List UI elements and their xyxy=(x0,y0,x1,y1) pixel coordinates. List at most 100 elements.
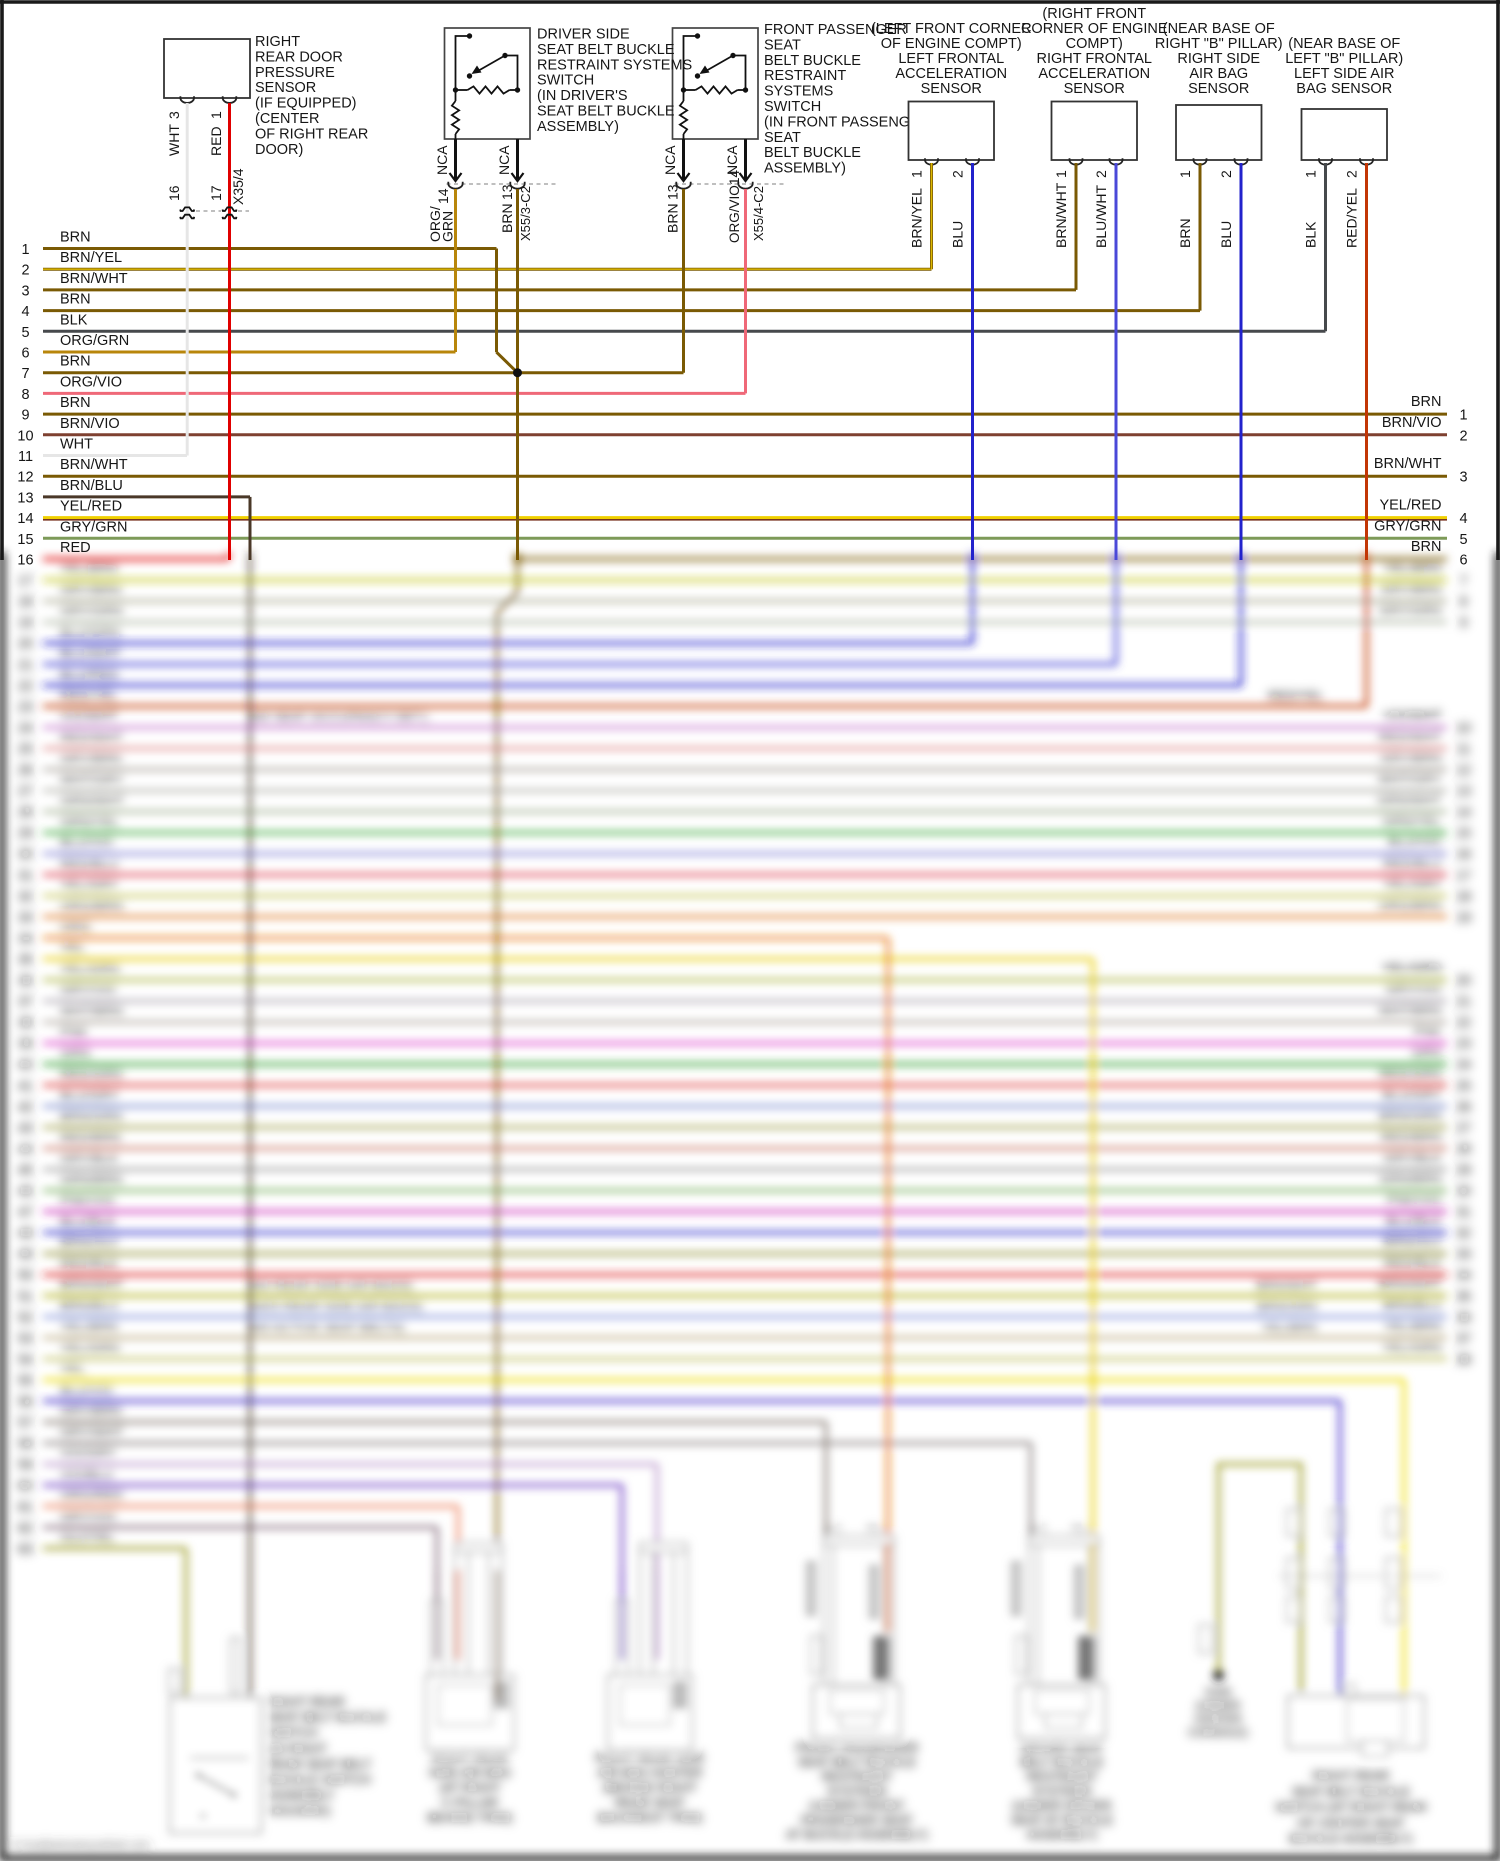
svg-text:ORG/RED: ORG/RED xyxy=(60,1488,123,1503)
svg-text:25: 25 xyxy=(1456,1078,1471,1093)
svg-text:ORG: ORG xyxy=(60,919,91,934)
svg-text:46: 46 xyxy=(18,1184,33,1199)
svg-text:BELT BUCKLE: BELT BUCKLE xyxy=(764,145,861,161)
svg-text:OF CENTER SEAT: OF CENTER SEAT xyxy=(1297,1816,1405,1830)
svg-text:63: 63 xyxy=(18,1541,33,1556)
svg-text:RESTRAINT SYSTEMS: RESTRAINT SYSTEMS xyxy=(537,57,692,73)
svg-text:(AT RIGHT: (AT RIGHT xyxy=(439,1781,501,1795)
svg-text:19: 19 xyxy=(18,615,33,630)
svg-text:BRN: BRN xyxy=(60,230,91,246)
svg-text:YEL: YEL xyxy=(60,1361,86,1376)
svg-text:BRN/YEL: BRN/YEL xyxy=(60,250,122,266)
svg-text:11: 11 xyxy=(18,449,33,465)
svg-text:GRY/BRN: GRY/BRN xyxy=(60,751,121,766)
svg-text:YEL/RED: YEL/RED xyxy=(1379,498,1441,514)
svg-text:2 1: 2 1 xyxy=(826,1524,841,1536)
svg-text:SEAT AT BUCKLE: SEAT AT BUCKLE xyxy=(1011,1814,1114,1828)
svg-text:RIGHT SIDE: RIGHT SIDE xyxy=(1177,51,1260,67)
svg-text:GRN: GRN xyxy=(60,1046,90,1061)
svg-text:LEFT FRONTAL: LEFT FRONTAL xyxy=(898,51,1004,67)
svg-text:VIO/BLU: VIO/BLU xyxy=(60,1467,113,1482)
svg-text:BRN: BRN xyxy=(60,354,91,370)
svg-text:BRN/BLU: BRN/BLU xyxy=(60,1298,119,1313)
svg-text:YEL/BRN: YEL/BRN xyxy=(60,562,118,577)
svg-text:5: 5 xyxy=(1459,532,1467,548)
svg-text:29: 29 xyxy=(1456,1162,1471,1177)
svg-text:BRN: BRN xyxy=(1411,539,1442,555)
svg-text:(UNDER FRONT: (UNDER FRONT xyxy=(809,1799,904,1813)
svg-text:BLU: BLU xyxy=(1218,221,1234,248)
svg-text:CORNER OF ENGINE: CORNER OF ENGINE xyxy=(1021,21,1168,37)
svg-text:SWITCH: SWITCH xyxy=(764,99,821,115)
svg-text:YEL/GRY: YEL/GRY xyxy=(1383,877,1441,892)
svg-text:YEL/BRN: YEL/BRN xyxy=(1261,1320,1317,1335)
svg-text:RED: RED xyxy=(60,540,91,556)
svg-text:YEL/RED: YEL/RED xyxy=(60,499,122,515)
svg-text:(W/ SEAT OCCUPANCY DET.): (W/ SEAT OCCUPANCY DET.) xyxy=(250,709,428,724)
svg-text:56: 56 xyxy=(18,1394,33,1409)
svg-text:9: 9 xyxy=(21,408,29,424)
svg-text:GRY/BRN: GRY/BRN xyxy=(60,1404,121,1419)
svg-text:1: 1 xyxy=(1053,170,1069,178)
svg-text:FRONT PASSENGER: FRONT PASSENGER xyxy=(795,1741,918,1755)
svg-text:WHT/GRY: WHT/GRY xyxy=(1378,772,1442,787)
svg-text:22: 22 xyxy=(18,678,33,693)
svg-text:BRN/VIO: BRN/VIO xyxy=(1382,415,1442,431)
svg-text:YEL/GRN: YEL/GRN xyxy=(1382,1340,1441,1355)
svg-text:7: 7 xyxy=(21,366,29,382)
svg-text:GRN/BRN: GRN/BRN xyxy=(60,1172,122,1187)
svg-text:28: 28 xyxy=(1456,1141,1471,1156)
svg-text:RIGHT: RIGHT xyxy=(255,34,300,50)
svg-text:(BEHIND RIGHT: (BEHIND RIGHT xyxy=(603,1781,697,1795)
svg-text:4: 4 xyxy=(21,304,29,320)
svg-text:GRY/WHT: GRY/WHT xyxy=(60,1425,124,1440)
svg-text:SYSTEMS: SYSTEMS xyxy=(1032,1785,1092,1799)
svg-text:GRY/BRN: GRY/BRN xyxy=(1380,751,1441,766)
svg-text:26: 26 xyxy=(18,763,33,778)
svg-text:RESTRAINT: RESTRAINT xyxy=(764,68,846,84)
svg-text:CONSOLE): CONSOLE) xyxy=(1188,1728,1248,1740)
svg-text:REAR SEAT BELT: REAR SEAT BELT xyxy=(268,1757,372,1771)
svg-text:PNK/VIO: PNK/VIO xyxy=(1387,1193,1442,1208)
svg-text:SEAT BELT BUCKLE: SEAT BELT BUCKLE xyxy=(537,42,675,58)
svg-text:34: 34 xyxy=(18,931,34,946)
svg-text:10: 10 xyxy=(17,428,33,444)
svg-text:2: 2 xyxy=(1344,170,1360,178)
svg-text:RESTRAINT: RESTRAINT xyxy=(822,1770,893,1784)
svg-text:PNK: PNK xyxy=(1414,1024,1442,1039)
svg-text:RED/BRN: RED/BRN xyxy=(60,1130,121,1145)
svg-text:YEL/BRN: YEL/BRN xyxy=(1384,561,1442,576)
svg-text:13: 13 xyxy=(665,184,681,200)
svg-text:SIDE AIR BAG: SIDE AIR BAG xyxy=(429,1766,512,1780)
svg-text:BLK: BLK xyxy=(1303,221,1319,248)
svg-text:(UNDER: (UNDER xyxy=(1196,1701,1241,1713)
svg-text:27: 27 xyxy=(18,784,33,799)
svg-text:ORG/GRN: ORG/GRN xyxy=(60,333,129,349)
svg-text:(UNDER DRIVER: (UNDER DRIVER xyxy=(1012,1799,1111,1813)
svg-text:3: 3 xyxy=(21,283,29,299)
svg-text:3: 3 xyxy=(166,111,182,119)
svg-text:15: 15 xyxy=(17,532,33,548)
svg-text:VIO/GRY: VIO/GRY xyxy=(60,1446,116,1461)
svg-text:CENTER: CENTER xyxy=(1194,1714,1241,1726)
svg-text:50: 50 xyxy=(18,1268,33,1283)
svg-text:32: 32 xyxy=(1456,1226,1471,1241)
svg-text:2: 2 xyxy=(1093,170,1109,178)
svg-text:OF RIGHT REAR: OF RIGHT REAR xyxy=(255,126,368,142)
svg-text:VIO/WHT: VIO/WHT xyxy=(1384,708,1442,723)
svg-text:14: 14 xyxy=(727,169,742,185)
svg-text:1: 1 xyxy=(1459,408,1467,424)
svg-text:REAR DOOR: REAR DOOR xyxy=(255,49,343,65)
svg-text:(IN FRONT PASSENGER'S: (IN FRONT PASSENGER'S xyxy=(764,114,943,130)
svg-text:GRY/GRN: GRY/GRN xyxy=(60,519,127,535)
svg-text:GRN/YEL: GRN/YEL xyxy=(1382,814,1442,829)
svg-text:19: 19 xyxy=(1456,910,1471,925)
svg-text:BUCKLE ASSEMBLY): BUCKLE ASSEMBLY) xyxy=(1289,1832,1412,1846)
svg-text:51: 51 xyxy=(18,1289,33,1304)
svg-text:RED/WHT: RED/WHT xyxy=(1379,729,1442,744)
svg-text:GRN: GRN xyxy=(1412,1045,1442,1060)
svg-text:(IF EQUIPPED): (IF EQUIPPED) xyxy=(255,96,357,112)
svg-text:COMPT): COMPT) xyxy=(1066,36,1123,52)
svg-text:NCA: NCA xyxy=(724,145,740,175)
svg-text:OLV/YEL: OLV/YEL xyxy=(60,1530,116,1545)
